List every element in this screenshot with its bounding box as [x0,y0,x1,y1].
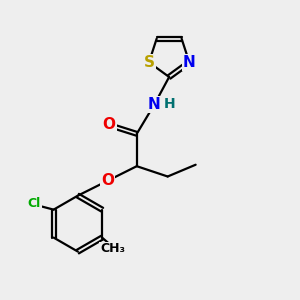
Text: N: N [148,97,161,112]
Text: S: S [143,55,155,70]
Text: O: O [102,118,115,133]
Text: N: N [183,55,196,70]
Text: Cl: Cl [28,197,41,210]
Text: H: H [164,97,176,111]
Text: O: O [101,173,114,188]
Text: CH₃: CH₃ [100,242,125,255]
